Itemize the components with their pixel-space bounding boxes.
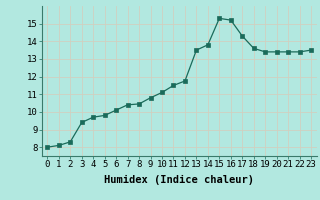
X-axis label: Humidex (Indice chaleur): Humidex (Indice chaleur) [104,175,254,185]
